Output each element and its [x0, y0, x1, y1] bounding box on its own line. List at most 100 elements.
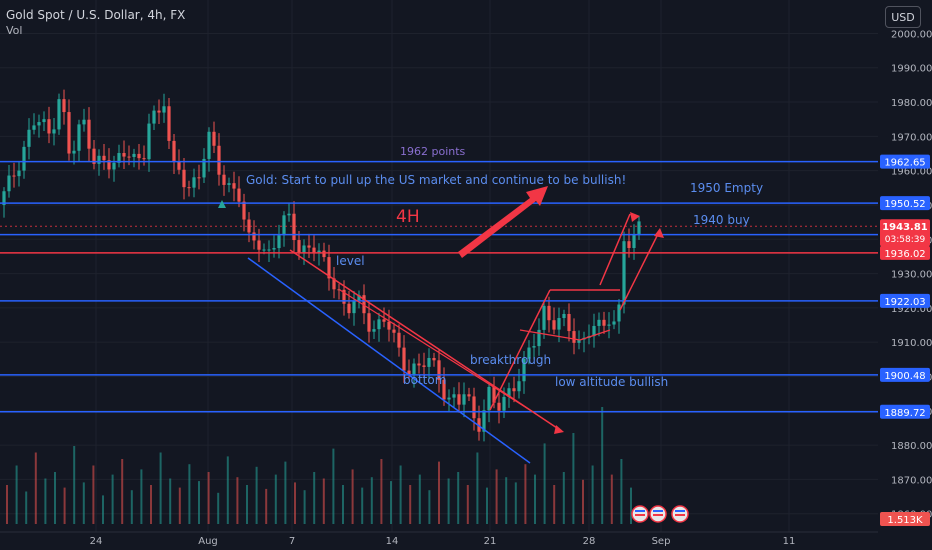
- volume-bar: [486, 487, 488, 524]
- rising-zigzag-1: [519, 329, 581, 341]
- event-icon-flag: [675, 514, 685, 516]
- symbol-title[interactable]: Gold Spot / U.S. Dollar, 4h, FX: [6, 8, 186, 22]
- time-tick-label: 21: [484, 536, 497, 547]
- candle-body: [277, 235, 281, 249]
- candle-body: [527, 347, 531, 359]
- candle: [292, 201, 296, 253]
- volume-bar: [246, 485, 248, 524]
- drawings: [218, 186, 689, 523]
- candle: [272, 235, 276, 258]
- candle: [102, 143, 106, 170]
- annotation-low-altitude-bullish: low altitude bullish: [555, 375, 668, 389]
- candle-body: [372, 329, 376, 332]
- candle-body: [72, 150, 76, 154]
- candle: [107, 148, 111, 179]
- candle: [487, 382, 491, 423]
- candle-body: [262, 249, 266, 251]
- candle: [317, 243, 321, 266]
- volume-bar: [601, 407, 604, 524]
- candle: [497, 390, 501, 424]
- candle: [192, 168, 196, 198]
- candle: [47, 106, 51, 144]
- candle-body: [17, 170, 21, 177]
- volume-bar: [553, 485, 556, 524]
- economic-event-icon: [671, 505, 689, 523]
- descending-trendline: [247, 257, 531, 464]
- candle-body: [552, 320, 556, 330]
- rising-channel-upper: [599, 213, 631, 286]
- time-axis[interactable]: 24 Aug 7 14 21 28 Sep 11: [0, 531, 878, 547]
- volume-bar: [342, 485, 344, 524]
- candle-body: [207, 131, 211, 159]
- volume-bar: [169, 478, 172, 524]
- candle: [457, 382, 461, 413]
- price-tick-label: 1990.00: [891, 64, 932, 75]
- time-tick-label: 28: [583, 536, 596, 547]
- volume-bar: [217, 492, 220, 524]
- volume-bar: [399, 465, 402, 524]
- candle: [92, 140, 96, 170]
- volume-bar: [207, 472, 210, 524]
- candle-body: [477, 418, 481, 432]
- candle-body: [442, 379, 446, 400]
- candle-body: [562, 313, 566, 319]
- time-tick-label: Sep: [652, 536, 671, 547]
- descending-channel-lower: [339, 289, 531, 411]
- volume-bar: [255, 466, 258, 524]
- volume-bar: [226, 456, 229, 524]
- candle-body: [162, 106, 166, 113]
- candle-body: [197, 177, 201, 179]
- candle: [552, 307, 556, 335]
- time-tick-label: 7: [289, 536, 295, 547]
- price-level-tag: [880, 154, 930, 169]
- price-tick-label: 1870.00: [891, 475, 932, 486]
- candle: [287, 203, 291, 222]
- candle: [17, 161, 21, 187]
- candle: [567, 303, 571, 342]
- price-axis[interactable]: 1860.001870.001880.001890.001900.001910.…: [878, 0, 932, 550]
- candle-body: [472, 396, 476, 419]
- volume-bar: [361, 487, 364, 524]
- candle-body: [12, 175, 16, 177]
- volume-indicator-label[interactable]: Vol: [6, 24, 23, 37]
- candle: [527, 340, 531, 365]
- volume-bar: [409, 485, 412, 524]
- candle-body: [497, 402, 501, 411]
- candle: [397, 324, 401, 357]
- volume-bar: [351, 469, 354, 524]
- candle-body: [92, 148, 96, 164]
- volume-bars: [6, 407, 632, 524]
- candle-body: [287, 213, 291, 216]
- grid: [0, 0, 878, 532]
- currency-button[interactable]: USD: [885, 6, 921, 28]
- candle: [67, 99, 71, 161]
- candle-body: [532, 346, 536, 348]
- candle-body: [307, 245, 311, 248]
- candle: [452, 387, 456, 408]
- candle-body: [77, 124, 81, 151]
- candle-body: [347, 303, 351, 314]
- rising-channel-lower: [619, 229, 661, 311]
- candle: [2, 187, 6, 218]
- candle: [512, 376, 516, 403]
- price-tick-label: 1880.00: [891, 441, 932, 452]
- price-level-tag: [880, 404, 930, 419]
- candle-body: [632, 234, 636, 248]
- volume-bar: [303, 490, 306, 524]
- candle-body: [37, 122, 41, 126]
- volume-bar: [620, 459, 623, 524]
- candle: [632, 224, 636, 260]
- candle: [97, 149, 101, 176]
- candle: [387, 309, 391, 342]
- candle-body: [192, 177, 196, 188]
- price-level-tag: [880, 293, 930, 308]
- price-level-tag: [880, 196, 930, 211]
- volume-bar: [495, 469, 498, 524]
- candle-body: [427, 357, 431, 367]
- volume-bar: [140, 469, 143, 524]
- candle-body: [637, 221, 641, 235]
- volume-bar: [390, 481, 392, 524]
- candle: [422, 352, 426, 378]
- candle-body: [412, 363, 416, 376]
